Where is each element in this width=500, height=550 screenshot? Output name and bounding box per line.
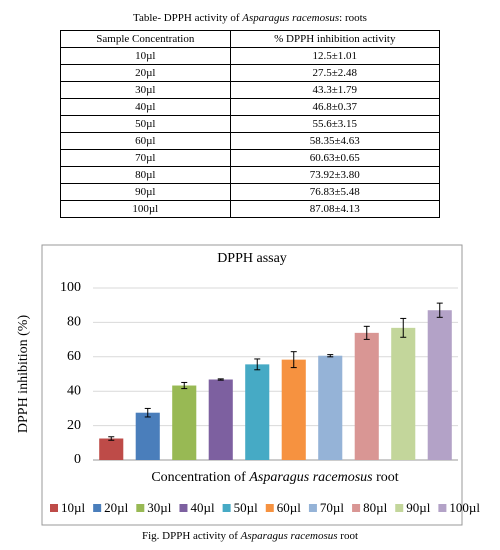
legend-label: 50µl — [234, 500, 258, 515]
caption-text: Table- DPPH activity of — [133, 12, 243, 24]
bar — [318, 355, 343, 460]
table-cell: 87.08±4.13 — [229, 200, 441, 218]
chart-title: DPPH assay — [217, 251, 287, 266]
legend-swatch — [265, 504, 274, 512]
header-row: Sample Concentration% DPPH inhibition ac… — [60, 30, 441, 48]
y-tick-label: 60 — [67, 349, 81, 364]
table: Sample Concentration% DPPH inhibition ac… — [60, 30, 441, 218]
table-caption: Table- DPPH activity of Asparagus racemo… — [0, 12, 500, 24]
table-row: 30µl 43.3±1.79 — [60, 81, 441, 99]
table-cell: 55.6±3.15 — [229, 115, 441, 133]
legend-swatch — [395, 504, 404, 512]
legend-label: 40µl — [190, 500, 214, 515]
y-tick-label: 20 — [67, 418, 81, 433]
bar — [172, 385, 197, 460]
x-axis-label: Concentration of Asparagus racemosus roo… — [151, 470, 398, 485]
bar — [354, 332, 379, 460]
legend-label: 20µl — [104, 500, 128, 515]
legend-swatch — [308, 504, 317, 512]
table-row: 100µl 87.08±4.13 — [60, 200, 441, 218]
caption-text: Asparagus racemosus — [240, 530, 338, 542]
bar — [391, 327, 416, 460]
legend-swatch — [438, 504, 447, 512]
caption-text: Asparagus racemosus — [242, 12, 340, 24]
legend-swatch — [352, 504, 361, 512]
table-cell: 73.92±3.80 — [229, 166, 441, 184]
table-row: 70µl 60.63±0.65 — [60, 149, 441, 167]
table-row: 90µl 76.83±5.48 — [60, 183, 441, 201]
legend-label: 100µl — [449, 500, 480, 515]
figure-caption: Fig. DPPH activity of Asparagus racemosu… — [0, 530, 500, 542]
header-cell: Sample Concentration — [60, 30, 231, 48]
legend-swatch — [136, 504, 145, 512]
y-tick-label: 40 — [67, 383, 81, 398]
table-row: 50µl 55.6±3.15 — [60, 115, 441, 133]
table-cell: 27.5±2.48 — [229, 64, 441, 82]
header-cell: % DPPH inhibition activity — [229, 30, 441, 48]
bar — [135, 412, 160, 460]
legend-label: 60µl — [277, 500, 301, 515]
table-cell: 60.63±0.65 — [229, 149, 441, 167]
caption-text: root — [337, 530, 359, 542]
bar — [427, 310, 452, 460]
table-cell: 43.3±1.79 — [229, 81, 441, 99]
y-tick-label: 0 — [74, 452, 81, 467]
table-row: 80µl 73.92±3.80 — [60, 166, 441, 184]
bar — [99, 438, 124, 460]
legend-label: 90µl — [406, 500, 430, 515]
axis-label-part: Asparagus racemosus — [248, 470, 373, 485]
axis-label-part: Concentration of — [151, 470, 249, 485]
legend-swatch — [50, 504, 58, 512]
y-axis-label: DPPH inhibition (%) — [16, 315, 31, 434]
y-tick-label: 100 — [60, 280, 81, 295]
axis-label-part: root — [373, 470, 399, 485]
legend-swatch — [179, 504, 188, 512]
bar — [208, 379, 233, 460]
legend-label: 30µl — [147, 500, 171, 515]
legend-label: 80µl — [363, 500, 387, 515]
bar — [245, 364, 270, 460]
legend-swatch — [93, 504, 102, 512]
table-cell: 80µl — [60, 166, 231, 184]
caption-text: : roots — [339, 12, 367, 24]
caption-text: Fig. DPPH activity of — [141, 530, 241, 542]
legend-label: 10µl — [61, 500, 85, 515]
table-cell: 100µl — [60, 200, 231, 218]
y-tick-label: 80 — [67, 315, 81, 330]
legend-label: 70µl — [320, 500, 344, 515]
legend-swatch — [222, 504, 231, 512]
bar — [281, 359, 306, 460]
table-row: 10µl 12.5±1.01 — [60, 47, 441, 65]
